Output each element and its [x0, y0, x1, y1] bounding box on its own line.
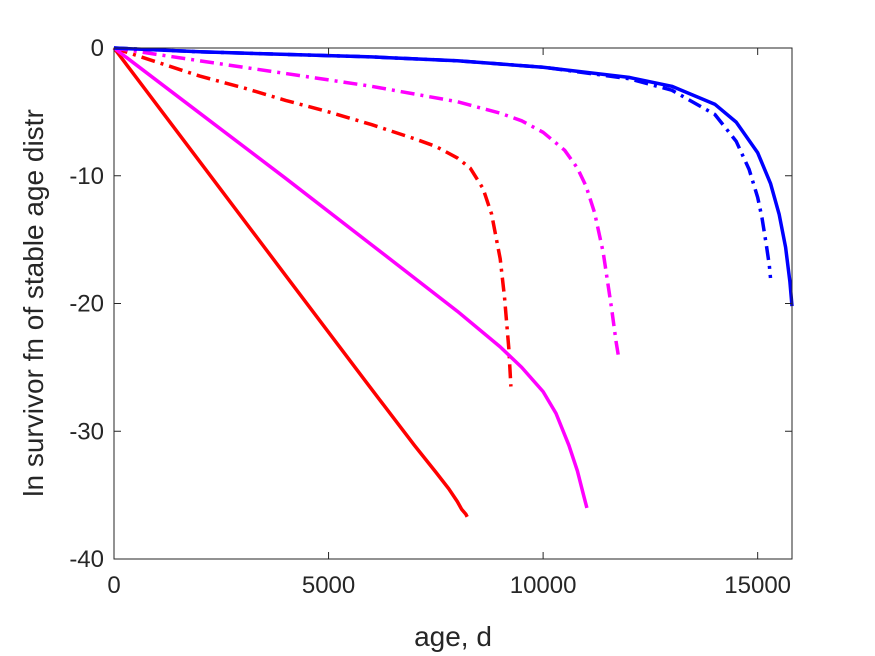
x-tick-label: 10000 — [510, 572, 577, 599]
y-tick-label: -40 — [69, 546, 104, 573]
series-line-1 — [112, 46, 469, 518]
y-tick-label: 0 — [91, 35, 104, 62]
y-tick-label: -10 — [69, 163, 104, 190]
series-line-6 — [113, 46, 773, 279]
y-tick-label: -30 — [69, 418, 104, 445]
x-tick-label: 5000 — [302, 572, 355, 599]
x-tick-label: 0 — [107, 572, 120, 599]
x-axis-label: age, d — [414, 621, 492, 652]
x-tick-label: 15000 — [724, 572, 791, 599]
y-tick-label: -20 — [69, 291, 104, 318]
series-layer — [112, 46, 794, 518]
tick-layer: 0 5000 10000 15000 0 -10 -20 -30 -40 — [69, 35, 792, 599]
series-line-3 — [112, 46, 589, 509]
y-axis-label: ln survivor fn of stable age distr — [18, 109, 49, 497]
series-line-4 — [113, 46, 620, 355]
series-line-2 — [113, 46, 513, 387]
